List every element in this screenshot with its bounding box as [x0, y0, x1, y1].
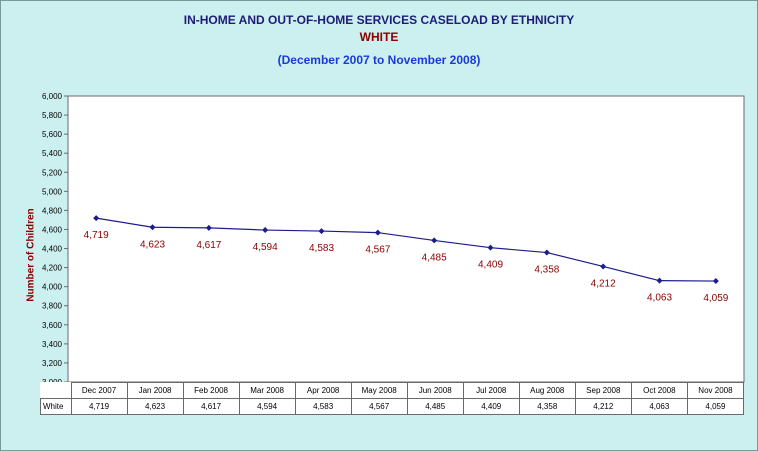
data-table-value: 4,567	[350, 398, 408, 415]
y-tick-label: 5,600	[42, 130, 63, 139]
data-table-value-row: White 4,719 4,623 4,617 4,594 4,583 4,567 4,48…	[40, 398, 745, 415]
y-tick-label: 5,400	[42, 149, 63, 158]
data-label: 4,594	[253, 242, 278, 253]
data-table: Dec 2007 Jan 2008 Feb 2008 Mar 2008 Apr 2008…	[40, 382, 745, 415]
data-table-value: 4,583	[294, 398, 352, 415]
y-tick-label: 6,000	[42, 92, 63, 101]
data-point-marker	[93, 215, 100, 222]
y-tick-label: 5,200	[42, 168, 63, 177]
series-line-white	[96, 217, 716, 282]
y-tick-label: 5,000	[42, 187, 63, 196]
data-table-corner	[41, 383, 72, 399]
data-table-value: 4,212	[574, 398, 632, 415]
category-label: May 2008	[350, 382, 408, 399]
category-label: Feb 2008	[182, 382, 240, 399]
data-table-value: 4,623	[126, 398, 184, 415]
data-point-marker	[656, 277, 663, 284]
data-table-value: 4,485	[406, 398, 464, 415]
category-label: Oct 2008	[630, 382, 688, 399]
data-table-value: 4,594	[238, 398, 296, 415]
data-table-value: 4,063	[630, 398, 688, 415]
data-label: 4,212	[591, 278, 616, 289]
data-label: 4,485	[422, 252, 447, 263]
y-tick-label: 3,400	[42, 340, 63, 349]
category-label: Jun 2008	[406, 382, 464, 399]
data-label: 4,409	[478, 260, 503, 271]
chart-date-range: (December 2007 to November 2008)	[277, 53, 481, 67]
chart-title: IN-HOME AND OUT-OF-HOME SERVICES CASELOA…	[183, 13, 575, 27]
data-table-value: 4,617	[182, 398, 240, 415]
category-label: Jan 2008	[126, 382, 184, 399]
data-point-marker	[600, 263, 607, 270]
y-tick-label: 3,200	[42, 359, 63, 368]
data-label: 4,567	[365, 245, 390, 256]
y-tick-label: 3,800	[42, 302, 63, 311]
y-tick-label: 4,800	[42, 206, 63, 215]
data-table-value: 4,409	[462, 398, 520, 415]
data-label: 4,063	[647, 293, 672, 304]
data-point-marker	[149, 224, 156, 231]
data-table-header-row: Dec 2007 Jan 2008 Feb 2008 Mar 2008 Apr 2008…	[41, 382, 745, 399]
category-label: Sep 2008	[574, 382, 632, 399]
data-point-marker	[374, 229, 381, 236]
data-table-series-name: White	[40, 398, 72, 415]
plot-area	[67, 95, 745, 383]
y-tick-label: 4,400	[42, 245, 63, 254]
data-label: 4,719	[84, 230, 109, 241]
data-table-value: 4,719	[70, 398, 128, 415]
data-label: 4,358	[534, 265, 559, 276]
category-label: Jul 2008	[462, 382, 520, 399]
data-point-marker	[262, 227, 269, 234]
data-point-marker	[487, 244, 494, 251]
y-tick-label: 4,000	[42, 283, 63, 292]
series-white: 4,719 4,623 4,617 4,594 4,583 4,567 4,485 4,409…	[84, 215, 729, 304]
category-label: Apr 2008	[294, 382, 352, 399]
category-label: Nov 2008	[686, 382, 745, 399]
chart-subtitle: WHITE	[359, 30, 399, 44]
data-table-value: 4,059	[686, 398, 745, 415]
data-label: 4,583	[309, 243, 334, 254]
category-label: Dec 2007	[70, 382, 128, 399]
data-label: 4,623	[140, 239, 165, 250]
category-label: Aug 2008	[518, 382, 576, 399]
category-label: Mar 2008	[238, 382, 296, 399]
data-label: 4,617	[196, 240, 221, 251]
data-point-marker	[431, 237, 438, 244]
y-axis: 3,0003,2003,4003,6003,8004,0004,2004,400…	[42, 92, 68, 387]
data-point-marker	[712, 278, 719, 285]
y-tick-label: 4,200	[42, 264, 63, 273]
data-point-marker	[543, 249, 550, 256]
y-tick-label: 5,800	[42, 111, 63, 120]
data-point-marker	[318, 228, 325, 235]
y-tick-label: 4,600	[42, 225, 63, 234]
data-table-value: 4,358	[518, 398, 576, 415]
data-label: 4,059	[703, 293, 728, 304]
data-point-marker	[205, 224, 212, 231]
y-tick-label: 3,600	[42, 321, 63, 330]
